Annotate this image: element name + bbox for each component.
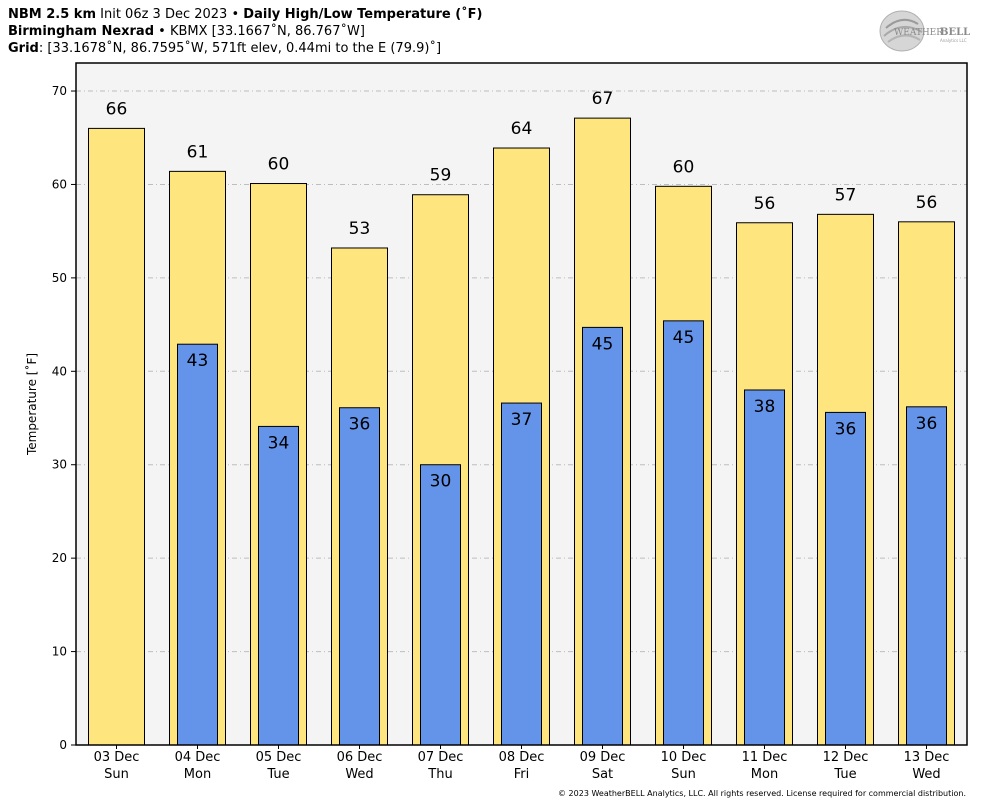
grid-info: : [33.1678˚N, 86.7595˚W, 571ft elev, 0.4… <box>38 41 442 56</box>
x-tick-label-date: 12 Dec <box>823 750 869 765</box>
y-tick-label: 0 <box>59 738 67 752</box>
station-info: KBMX [33.1667˚N, 86.767˚W] <box>169 24 365 39</box>
logo-text-bell: BELL <box>940 27 970 38</box>
low-temp-bar <box>501 402 542 746</box>
x-tick-label-date: 03 Dec <box>94 750 140 765</box>
x-tick-label-weekday: Wed <box>345 767 373 782</box>
low-temp-label: 30 <box>430 472 452 492</box>
low-temp-bar <box>663 320 704 746</box>
x-tick-label-date: 13 Dec <box>904 750 950 765</box>
low-temp-bar <box>906 406 947 746</box>
low-temp-label: 43 <box>187 351 209 371</box>
x-tick-label-weekday: Mon <box>184 767 211 782</box>
separator: • <box>231 7 240 22</box>
y-axis: 0 10 20 30 40 50 60 70 <box>52 84 76 752</box>
x-tick-label-date: 05 Dec <box>256 750 302 765</box>
logo-text-weather: WEATHER <box>894 28 943 38</box>
x-tick-label-weekday: Wed <box>912 767 940 782</box>
low-temp-label: 36 <box>835 419 857 439</box>
low-temp-bar <box>420 464 461 746</box>
x-tick-label-weekday: Thu <box>427 767 452 782</box>
x-tick-label-date: 08 Dec <box>499 750 545 765</box>
y-tick-label: 50 <box>52 271 67 285</box>
low-temp-bar <box>825 411 866 746</box>
high-temp-label: 59 <box>430 166 452 186</box>
high-temp-label: 56 <box>754 194 776 214</box>
high-temp-label: 61 <box>187 142 209 162</box>
high-temp-label: 56 <box>916 193 938 213</box>
high-temp-label: 60 <box>268 155 290 175</box>
site-name: Birmingham Nexrad <box>8 24 155 39</box>
low-temp-label: 45 <box>673 328 695 348</box>
x-tick-label-weekday: Fri <box>514 767 530 782</box>
separator: • <box>158 24 166 39</box>
low-temp-label: 45 <box>592 334 614 354</box>
low-temp-label: 34 <box>268 433 290 453</box>
low-temp-bar <box>258 425 299 746</box>
y-tick-label: 30 <box>52 458 67 472</box>
x-tick-label-weekday: Sat <box>592 767 613 782</box>
x-tick-label-date: 11 Dec <box>742 750 788 765</box>
high-temp-label: 60 <box>673 157 695 177</box>
copyright-footer: © 2023 WeatherBELL Analytics, LLC. All r… <box>558 789 966 798</box>
high-temp-bar <box>88 127 145 746</box>
x-tick-label-weekday: Mon <box>751 767 778 782</box>
x-tick-label-date: 07 Dec <box>418 750 464 765</box>
header-line-grid: Grid: [33.1678˚N, 86.7595˚W, 571ft elev,… <box>8 40 441 57</box>
x-tick-label-weekday: Sun <box>104 767 129 782</box>
low-temp-bar <box>177 343 218 746</box>
x-tick-label-date: 04 Dec <box>175 750 221 765</box>
x-tick-label-weekday: Tue <box>833 767 856 782</box>
y-tick-label: 10 <box>52 645 67 659</box>
weatherbell-logo: WEATHER BELL Analytics LLC <box>879 10 970 52</box>
x-tick-label-date: 09 Dec <box>580 750 626 765</box>
high-temp-label: 53 <box>349 219 371 239</box>
low-temp-label: 37 <box>511 410 533 430</box>
data-labels: 66 61 43 60 34 53 36 59 30 64 37 67 45 60 45 56 38 57 36 56… <box>106 89 938 492</box>
y-tick-label: 60 <box>52 177 67 191</box>
low-temp-bar <box>744 389 785 746</box>
model-name: NBM 2.5 km <box>8 7 96 22</box>
low-temp-bar <box>582 326 623 746</box>
y-axis-label: Temperature [˚F] <box>24 353 39 456</box>
low-temp-label: 36 <box>349 415 371 435</box>
high-temp-label: 66 <box>106 99 128 119</box>
high-temp-label: 64 <box>511 119 533 139</box>
x-tick-label-weekday: Tue <box>266 767 289 782</box>
grid-label: Grid <box>8 41 39 56</box>
high-temp-label: 57 <box>835 185 857 205</box>
header-line-model: NBM 2.5 km Init 06z 3 Dec 2023 • Daily H… <box>8 6 482 23</box>
logo-subtext: Analytics LLC <box>940 38 967 43</box>
low-temp-label: 36 <box>916 414 938 434</box>
x-axis: 03 Dec Sun 04 Dec Mon 05 Dec Tue 06 Dec Wed 07 D… <box>94 745 950 782</box>
bars <box>88 117 955 746</box>
low-temp-bar <box>339 407 380 746</box>
y-tick-label: 70 <box>52 84 67 98</box>
x-tick-label-date: 10 Dec <box>661 750 707 765</box>
init-time: Init 06z 3 Dec 2023 <box>100 7 228 22</box>
y-tick-label: 20 <box>52 551 67 565</box>
high-temp-label: 67 <box>592 89 614 109</box>
header-line-site: Birmingham Nexrad • KBMX [33.1667˚N, 86.… <box>8 23 365 40</box>
low-temp-label: 38 <box>754 397 776 417</box>
x-tick-label-weekday: Sun <box>671 767 696 782</box>
product-name: Daily High/Low Temperature (˚F) <box>243 7 483 22</box>
y-tick-label: 40 <box>52 364 67 378</box>
x-tick-label-date: 06 Dec <box>337 750 383 765</box>
